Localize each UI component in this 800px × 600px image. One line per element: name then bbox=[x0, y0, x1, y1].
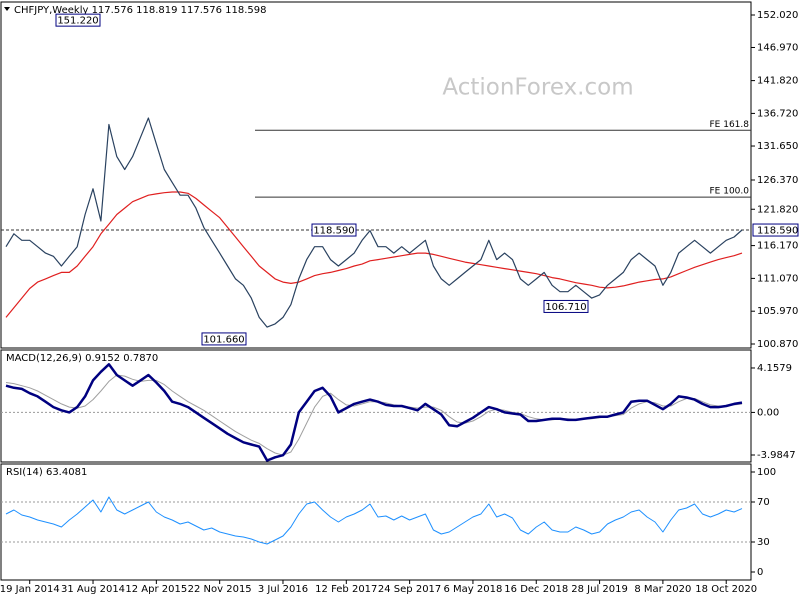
y-tick-label: 152.020 bbox=[757, 10, 798, 21]
price-label: 118.590 bbox=[313, 226, 354, 237]
y-tick-label: 0 bbox=[757, 567, 763, 578]
y-tick-label: 121.820 bbox=[757, 204, 798, 215]
last-price-label: 118.590 bbox=[757, 226, 798, 237]
y-tick-label: 0.00 bbox=[757, 407, 779, 418]
y-tick-label: 30 bbox=[757, 537, 770, 548]
x-tick-label: 28 Jul 2019 bbox=[571, 584, 628, 595]
y-tick-label: 126.370 bbox=[757, 175, 798, 186]
series-line bbox=[5, 363, 743, 462]
x-tick-label: 18 Oct 2020 bbox=[695, 584, 757, 595]
y-tick-label: 100 bbox=[757, 467, 776, 478]
x-tick-label: 12 Apr 2015 bbox=[125, 584, 187, 595]
x-tick-label: 22 Nov 2015 bbox=[188, 584, 252, 595]
price-label-box bbox=[201, 332, 247, 346]
last-price-box bbox=[752, 223, 799, 237]
y-tick-label: 70 bbox=[757, 497, 770, 508]
series-line bbox=[5, 191, 743, 318]
watermark: ActionForex.com bbox=[442, 75, 633, 101]
y-tick-label: 141.820 bbox=[757, 76, 798, 87]
x-tick-label: 8 Mar 2020 bbox=[634, 584, 691, 595]
y-tick-label: 116.170 bbox=[757, 241, 798, 252]
x-tick-label: 31 Aug 2014 bbox=[61, 584, 125, 595]
fib-level-label: FE 100.0 bbox=[710, 187, 750, 197]
macd-title: MACD(12,26,9) 0.9152 0.7870 bbox=[6, 353, 158, 364]
series-line bbox=[5, 117, 743, 328]
y-tick-label: 111.070 bbox=[757, 273, 798, 284]
macd-panel-frame bbox=[0, 349, 752, 463]
rsi-title: RSI(14) 63.4081 bbox=[6, 467, 87, 478]
x-tick-label: 6 May 2018 bbox=[444, 584, 503, 595]
rsi-panel-frame bbox=[0, 463, 752, 581]
menu-triangle bbox=[4, 7, 10, 11]
x-tick-label: 3 Jul 2016 bbox=[258, 584, 308, 595]
price-label-box bbox=[311, 223, 357, 237]
x-tick-label: 12 Feb 2017 bbox=[315, 584, 377, 595]
fib-level-label: FE 161.8 bbox=[710, 120, 750, 130]
y-tick-label: 131.650 bbox=[757, 141, 798, 152]
y-tick-label: 146.970 bbox=[757, 42, 798, 53]
chart-title: CHFJPY,Weekly 117.576 118.819 117.576 11… bbox=[14, 5, 267, 16]
y-tick-label: 4.1579 bbox=[757, 363, 792, 374]
price-label: 101.660 bbox=[203, 334, 244, 345]
x-tick-label: 19 Jan 2014 bbox=[0, 584, 60, 595]
y-tick-label: 100.870 bbox=[757, 339, 798, 350]
y-tick-label: 105.970 bbox=[757, 306, 798, 317]
price-label: 106.710 bbox=[545, 302, 586, 313]
y-tick-label: -3.9847 bbox=[757, 450, 796, 461]
price-label: 151.220 bbox=[57, 16, 98, 27]
series-line bbox=[5, 496, 743, 545]
x-tick-label: 16 Dec 2018 bbox=[504, 584, 568, 595]
main-panel-frame bbox=[0, 1, 752, 349]
price-label-box bbox=[543, 299, 589, 313]
price-label-box bbox=[55, 13, 101, 27]
y-tick-label: 136.720 bbox=[757, 108, 798, 119]
x-tick-label: 24 Sep 2017 bbox=[378, 584, 441, 595]
